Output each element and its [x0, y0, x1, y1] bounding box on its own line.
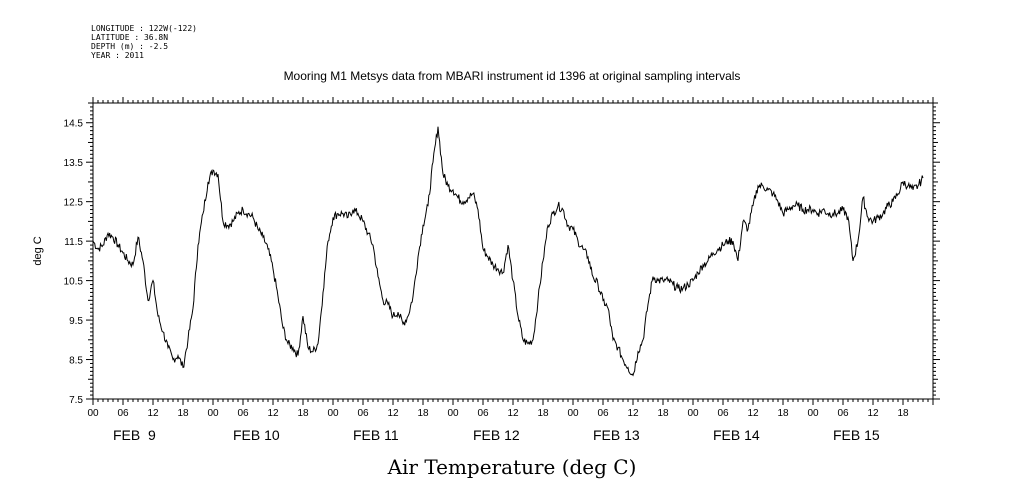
x-hour-tick-label: 18: [297, 408, 309, 419]
x-day-tick-label: FEB 13: [593, 427, 640, 443]
x-axis-label: Air Temperature (deg C): [387, 455, 637, 479]
x-day-tick-label: FEB 9: [113, 427, 156, 443]
x-hour-tick-label: 06: [357, 408, 369, 419]
meta-depth: DEPTH (m) : -2.5: [91, 42, 168, 51]
chart-title: Mooring M1 Metsys data from MBARI instru…: [284, 69, 741, 83]
meta-longitude: LONGITUDE : 122W(-122): [91, 24, 197, 33]
x-hour-tick-label: 00: [447, 408, 459, 419]
bottom-ticks: [92, 399, 934, 405]
y-tick-labels: 7.5 8.5 9.5 10.5 11.5 12.5 13.5 14.5: [64, 119, 84, 406]
y-tick-label: 12.5: [64, 198, 84, 209]
y-axis-label: deg C: [32, 236, 44, 265]
x-hour-tick-label: 18: [177, 408, 189, 419]
x-day-labels: FEB 9 FEB 10 FEB 11 FEB 12 FEB 13 FEB 14 FEB 1…: [113, 427, 880, 443]
x-hour-labels: 00 06 12 18 00 06 12 18 00 06 12 18 00 06 12 18 00 06 12 18…: [87, 408, 909, 419]
x-hour-tick-label: 06: [717, 408, 729, 419]
y-tick-label: 14.5: [64, 119, 84, 130]
x-hour-tick-label: 06: [477, 408, 489, 419]
x-hour-tick-label: 12: [627, 408, 639, 419]
x-day-tick-label: FEB 14: [713, 427, 760, 443]
x-hour-tick-label: 00: [207, 408, 219, 419]
x-hour-tick-label: 12: [147, 408, 159, 419]
right-ticks: [933, 102, 940, 400]
top-minor-ticks: [92, 97, 934, 103]
x-hour-tick-label: 18: [897, 408, 909, 419]
x-hour-tick-label: 12: [747, 408, 759, 419]
x-day-tick-label: FEB 12: [473, 427, 520, 443]
x-day-tick-label: FEB 10: [233, 427, 280, 443]
x-hour-tick-label: 00: [87, 408, 99, 419]
x-hour-tick-label: 06: [597, 408, 609, 419]
x-hour-tick-label: 18: [777, 408, 789, 419]
plot-frame: [92, 102, 934, 400]
x-hour-tick-label: 18: [657, 408, 669, 419]
y-tick-label: 9.5: [69, 316, 83, 327]
x-hour-tick-label: 00: [567, 408, 579, 419]
x-hour-tick-label: 06: [237, 408, 249, 419]
x-hour-tick-label: 00: [807, 408, 819, 419]
x-hour-tick-label: 06: [837, 408, 849, 419]
left-ticks: [86, 102, 93, 400]
y-tick-label: 13.5: [64, 158, 84, 169]
x-hour-tick-label: 18: [417, 408, 429, 419]
x-hour-tick-label: 06: [117, 408, 129, 419]
x-hour-tick-label: 00: [327, 408, 339, 419]
y-tick-label: 10.5: [64, 277, 84, 288]
y-tick-label: 11.5: [64, 237, 83, 248]
y-tick-label: 8.5: [69, 356, 83, 367]
x-hour-tick-label: 18: [537, 408, 549, 419]
meta-year: YEAR : 2011: [91, 51, 144, 60]
x-hour-tick-label: 12: [267, 408, 279, 419]
x-day-tick-label: FEB 11: [353, 427, 399, 443]
x-day-tick-label: FEB 15: [833, 427, 880, 443]
x-hour-tick-label: 12: [867, 408, 879, 419]
series-line-air-temperature: [92, 126, 924, 377]
x-hour-tick-label: 12: [507, 408, 519, 419]
y-tick-label: 7.5: [69, 395, 83, 406]
meta-latitude: LATITUDE : 36.8N: [91, 33, 168, 42]
x-hour-tick-label: 12: [387, 408, 399, 419]
x-hour-tick-label: 00: [687, 408, 699, 419]
